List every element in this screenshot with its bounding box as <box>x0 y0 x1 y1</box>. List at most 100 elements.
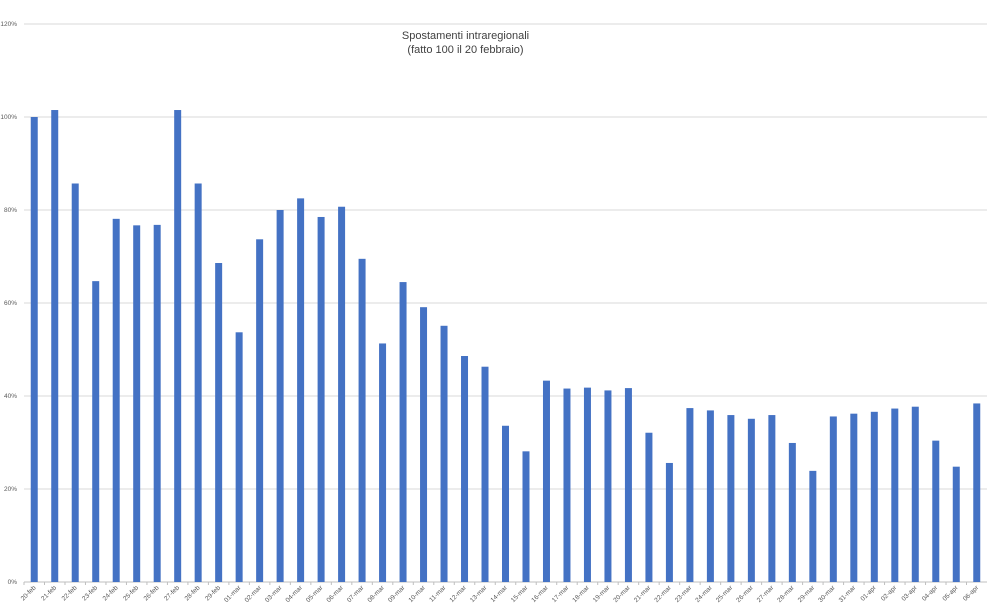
x-tick-label: 27-feb <box>163 584 181 602</box>
bar <box>112 218 120 582</box>
x-axis: 20-feb 21-feb 22-feb 23-feb 24-feb 25-feb 26-f… <box>20 582 981 604</box>
bar <box>317 216 325 582</box>
bar <box>870 411 878 582</box>
bar <box>747 418 755 582</box>
x-tick-label: 13-mar <box>469 584 489 604</box>
bar <box>624 388 632 582</box>
bar <box>297 198 305 582</box>
bar <box>932 440 940 582</box>
y-tick-label: 20% <box>4 486 17 493</box>
y-tick-label: 0% <box>8 579 18 586</box>
x-tick-label: 31-mar <box>838 584 858 604</box>
bar <box>563 388 571 582</box>
bar <box>768 415 776 582</box>
bar <box>809 470 817 582</box>
bar <box>829 416 837 582</box>
x-tick-label: 28-feb <box>184 584 202 602</box>
bar <box>952 466 960 582</box>
x-tick-label: 23-mar <box>674 584 694 604</box>
x-tick-label: 30-mar <box>817 584 837 604</box>
x-tick-label: 24-mar <box>694 584 714 604</box>
bar <box>542 380 550 582</box>
x-tick-label: 26-mar <box>735 584 755 604</box>
x-tick-label: 16-mar <box>530 584 550 604</box>
x-tick-label: 29-feb <box>204 584 222 602</box>
x-tick-label: 23-feb <box>81 584 99 602</box>
bar <box>153 224 161 582</box>
bar <box>338 206 346 582</box>
bar <box>71 183 79 582</box>
x-tick-label: 02-mar <box>244 584 264 604</box>
x-tick-label: 20-mar <box>612 584 632 604</box>
x-tick-label: 14-mar <box>489 584 509 604</box>
x-tick-label: 21-mar <box>633 584 653 604</box>
bar <box>481 366 489 582</box>
bar <box>420 307 428 582</box>
bar <box>194 183 202 582</box>
x-tick-label: 22-mar <box>653 584 673 604</box>
x-tick-label: 12-mar <box>448 584 468 604</box>
bar <box>788 442 796 582</box>
bar <box>604 390 612 582</box>
bar <box>256 239 264 583</box>
bar <box>911 406 919 582</box>
x-tick-label: 19-mar <box>592 584 612 604</box>
bar <box>51 110 59 583</box>
x-tick-label: 17-mar <box>551 584 571 604</box>
x-tick-label: 15-mar <box>510 584 530 604</box>
x-tick-label: 25-feb <box>122 584 140 602</box>
gridlines <box>24 23 987 583</box>
bar <box>727 415 735 582</box>
x-tick-label: 04-apr <box>921 584 940 603</box>
bar <box>399 282 407 582</box>
x-tick-label: 10-mar <box>407 584 427 604</box>
bar <box>686 408 694 582</box>
x-tick-label: 28-mar <box>776 584 796 604</box>
x-tick-label: 29-mar <box>797 584 817 604</box>
y-tick-label: 120% <box>0 21 17 28</box>
bar <box>358 258 366 582</box>
bar <box>891 408 899 582</box>
x-tick-label: 21-feb <box>40 584 58 602</box>
x-tick-label: 02-apr <box>880 584 899 603</box>
bar <box>30 117 38 582</box>
bar <box>440 325 448 582</box>
bar <box>502 425 509 582</box>
x-tick-label: 26-feb <box>143 584 161 602</box>
bar <box>583 387 591 582</box>
y-axis: 0% 20% 40% 60% 80% 100% 120% <box>0 21 17 586</box>
x-tick-label: 03-mar <box>264 584 284 604</box>
bar <box>850 413 858 582</box>
x-tick-label: 18-mar <box>571 584 591 604</box>
bar <box>92 281 100 582</box>
bar <box>276 210 284 582</box>
x-tick-label: 24-feb <box>102 584 120 602</box>
x-tick-label: 11-mar <box>428 584 448 604</box>
y-tick-label: 100% <box>0 114 17 121</box>
bar <box>645 432 653 582</box>
x-tick-label: 01-mar <box>223 584 243 604</box>
x-tick-label: 04-mar <box>285 584 305 604</box>
chart-title: Spostamenti intraregionali <box>401 30 530 42</box>
x-tick-label: 05-apr <box>941 584 960 603</box>
x-tick-label: 25-mar <box>715 584 735 604</box>
x-tick-label: 03-apr <box>900 584 919 603</box>
bar <box>235 332 243 582</box>
y-tick-label: 60% <box>4 300 17 307</box>
bar <box>461 356 469 582</box>
x-tick-label: 06-apr <box>962 584 981 603</box>
bar <box>215 263 223 582</box>
x-tick-label: 01-apr <box>859 584 878 603</box>
bars <box>30 110 981 583</box>
x-tick-label: 07-mar <box>346 584 366 604</box>
bar <box>174 110 182 583</box>
bar <box>665 462 673 582</box>
bar <box>379 343 387 582</box>
y-tick-label: 80% <box>4 207 17 214</box>
x-tick-label: 27-mar <box>756 584 776 604</box>
x-tick-label: 05-mar <box>305 584 325 604</box>
bar <box>522 451 530 582</box>
x-tick-label: 20-feb <box>20 584 38 602</box>
chart-subtitle: (fatto 100 il 20 febbraio) <box>407 44 524 56</box>
